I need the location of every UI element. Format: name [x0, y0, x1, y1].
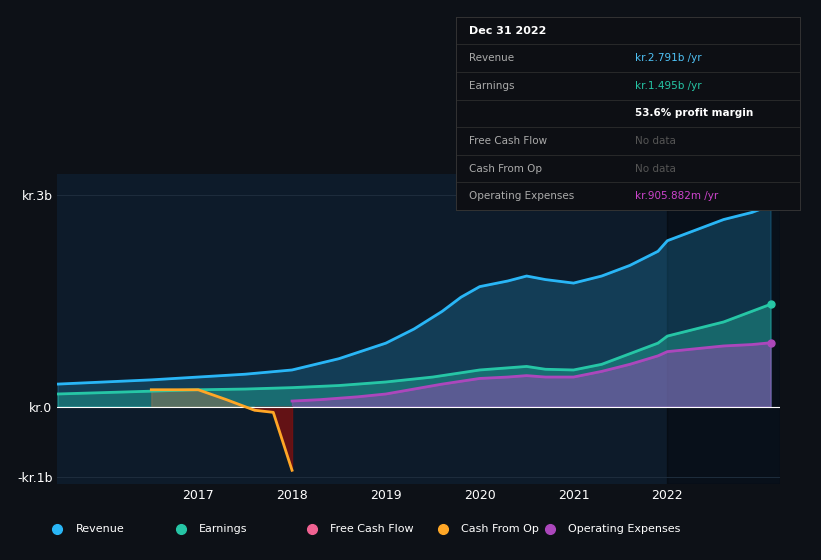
Text: Operating Expenses: Operating Expenses — [568, 524, 681, 534]
Text: kr.1.495b /yr: kr.1.495b /yr — [635, 81, 702, 91]
Text: No data: No data — [635, 136, 676, 146]
Text: Free Cash Flow: Free Cash Flow — [330, 524, 414, 534]
Text: kr.905.882m /yr: kr.905.882m /yr — [635, 191, 718, 201]
Text: Free Cash Flow: Free Cash Flow — [470, 136, 548, 146]
Text: Cash From Op: Cash From Op — [470, 164, 543, 174]
Text: kr.2.791b /yr: kr.2.791b /yr — [635, 53, 702, 63]
Text: Cash From Op: Cash From Op — [461, 524, 539, 534]
Text: Earnings: Earnings — [470, 81, 515, 91]
Text: 53.6% profit margin: 53.6% profit margin — [635, 109, 753, 118]
Text: Earnings: Earnings — [199, 524, 247, 534]
Text: No data: No data — [635, 164, 676, 174]
Text: Dec 31 2022: Dec 31 2022 — [470, 26, 547, 36]
Bar — [667, 174, 780, 484]
Text: Revenue: Revenue — [76, 524, 124, 534]
Text: Operating Expenses: Operating Expenses — [470, 191, 575, 201]
Text: Revenue: Revenue — [470, 53, 515, 63]
